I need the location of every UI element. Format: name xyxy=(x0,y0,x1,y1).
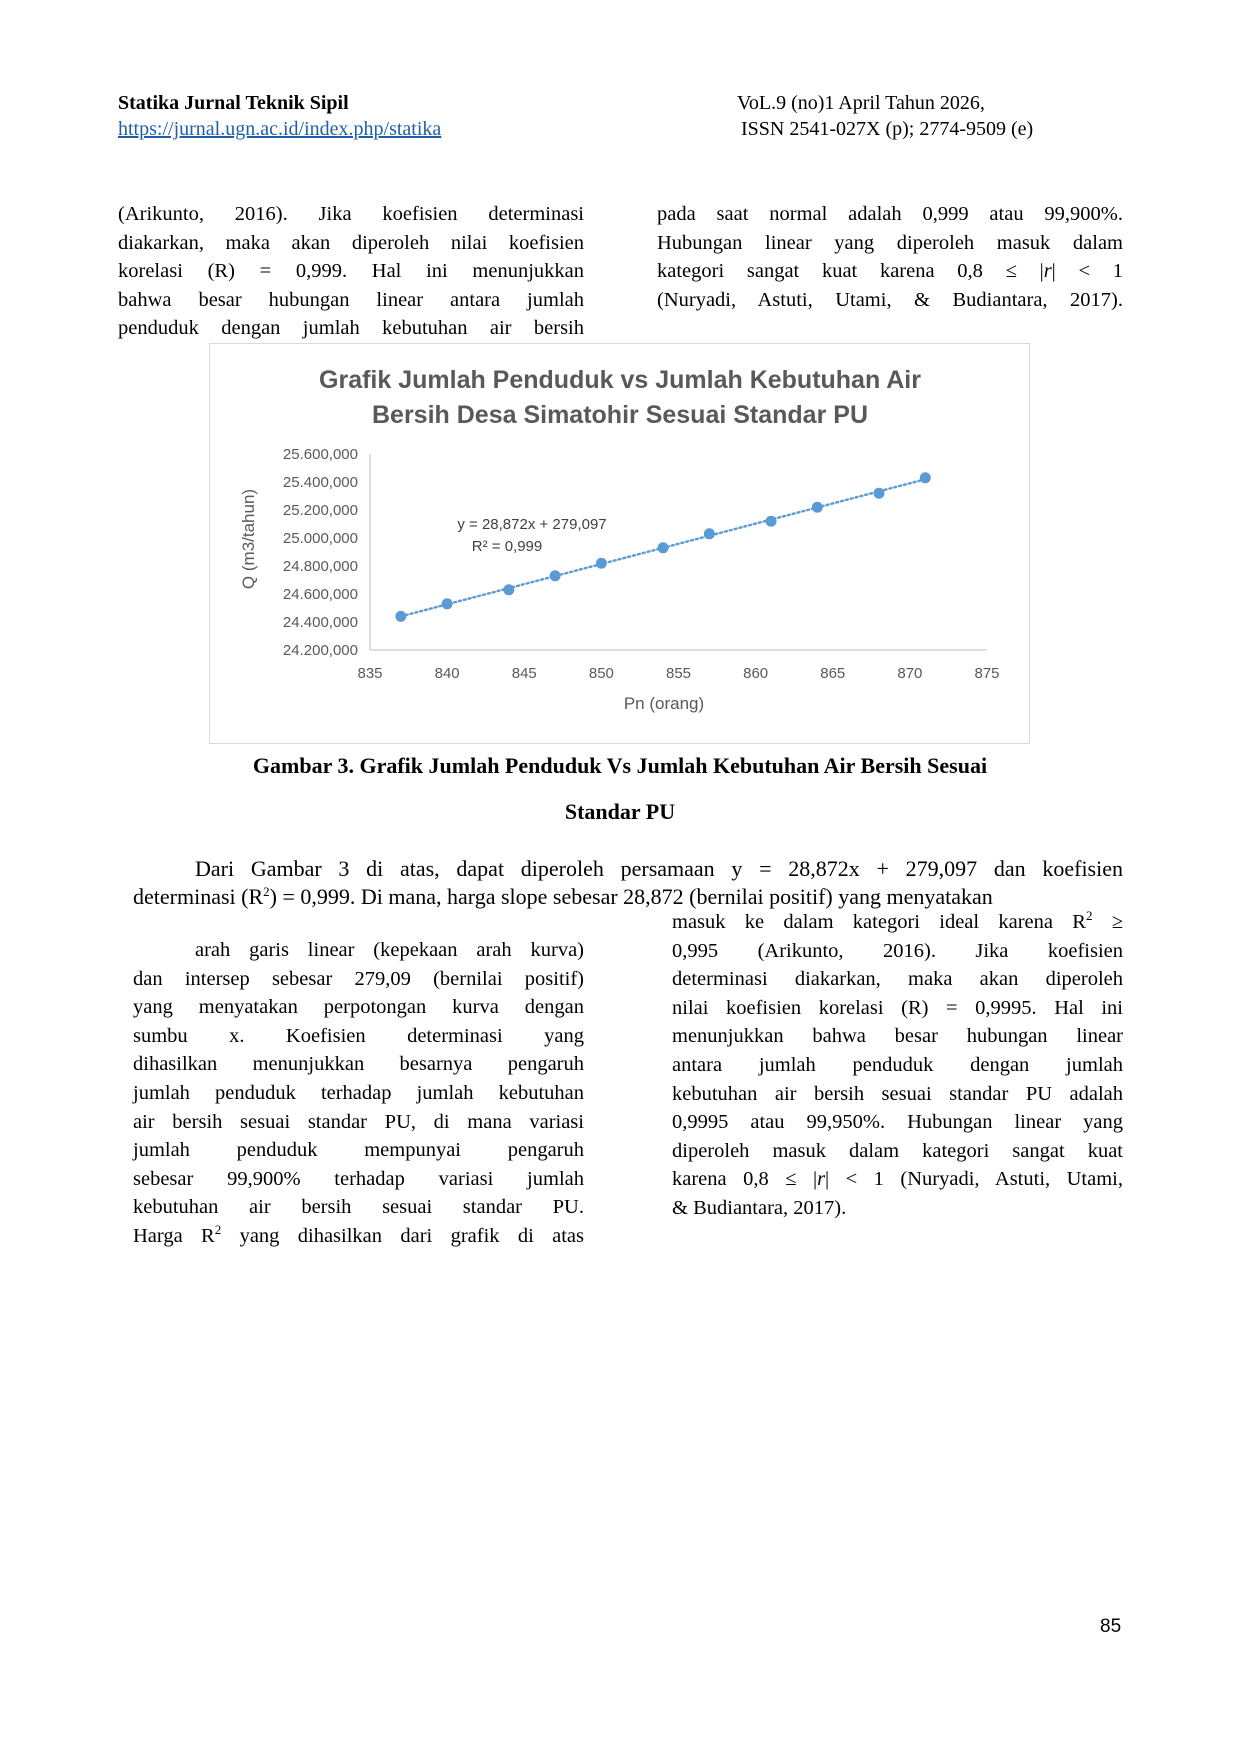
text-line: Harga R2 yang dihasilkan dari grafik di … xyxy=(133,1222,584,1251)
figure-caption-line-1: Gambar 3. Grafik Jumlah Penduduk Vs Juml… xyxy=(0,753,1240,779)
text-line: antara jumlah penduduk dengan jumlah xyxy=(672,1051,1123,1080)
y-tick-label: 25.400,000 xyxy=(283,474,358,491)
text-line: sumbu x. Koefisien determinasi yang xyxy=(133,1022,584,1051)
data-point xyxy=(658,542,669,553)
data-point xyxy=(766,516,777,527)
y-tick-labels: 24.200,000 24.400,000 24.600,000 24.800,000… xyxy=(283,446,358,659)
text-segment: kategori sangat kuat karena 0,8 ≤ | xyxy=(657,260,1044,282)
body-line-1: Dari Gambar 3 di atas, dapat diperoleh p… xyxy=(195,854,1123,884)
data-point xyxy=(874,488,885,499)
figure-caption-line-2: Standar PU xyxy=(0,799,1240,825)
text-line: korelasi (R) = 0,999. Hal ini menunjukka… xyxy=(118,257,584,286)
chart-title-line-2: Bersih Desa Simatohir Sesuai Standar PU xyxy=(372,401,868,429)
r-squared-label: R² = 0,999 xyxy=(472,538,542,555)
text-segment: karena 0,8 ≤ | xyxy=(672,1168,817,1190)
x-tick-label: 855 xyxy=(666,665,691,682)
text-line: karena 0,8 ≤ |r| < 1 (Nuryadi, Astuti, U… xyxy=(672,1165,1123,1194)
x-tick-label: 865 xyxy=(820,665,845,682)
text-line: 0,9995 atau 99,950%. Hubungan linear yan… xyxy=(672,1108,1123,1137)
page-number: 85 xyxy=(1100,1616,1121,1638)
text-line: kebutuhan air bersih sesuai standar PU. xyxy=(133,1193,584,1222)
text-line: determinasi diakarkan, maka akan diperol… xyxy=(672,965,1123,994)
data-point xyxy=(395,611,406,622)
text-segment: determinasi (R xyxy=(133,884,263,909)
trendline-equation: y = 28,872x + 279,097 xyxy=(457,516,606,533)
x-tick-label: 850 xyxy=(589,665,614,682)
chart-container: Grafik Jumlah Penduduk vs Jumlah Kebutuh… xyxy=(209,343,1030,744)
top-right-column: pada saat normal adalah 0,999 atau 99,90… xyxy=(657,200,1123,314)
text-line: diakarkan, maka akan diperoleh nilai koe… xyxy=(118,229,584,258)
x-axis-label: Pn (orang) xyxy=(624,694,704,713)
y-axis-label: Q (m3/tahun) xyxy=(239,489,258,589)
x-tick-label: 875 xyxy=(974,665,999,682)
data-point xyxy=(596,558,607,569)
x-tick-label: 845 xyxy=(512,665,537,682)
text-line: nilai koefisien korelasi (R) = 0,9995. H… xyxy=(672,994,1123,1023)
text-line: air bersih sesuai standar PU, di mana va… xyxy=(133,1108,584,1137)
y-tick-label: 25.000,000 xyxy=(283,530,358,547)
text-line: dan intersep sebesar 279,09 (bernilai po… xyxy=(133,965,584,994)
text-segment: | < 1 xyxy=(1052,260,1123,282)
lower-left-column: arah garis linear (kepekaan arah kurva) … xyxy=(133,936,584,1251)
text-line: menunjukkan bahwa besar hubungan linear xyxy=(672,1022,1123,1051)
text-line: diperoleh masuk dalam kategori sangat ku… xyxy=(672,1137,1123,1166)
x-tick-label: 835 xyxy=(357,665,382,682)
text-line: bahwa besar hubungan linear antara jumla… xyxy=(118,286,584,315)
text-line: & Budiantara, 2017). xyxy=(672,1194,1123,1223)
text-line: pada saat normal adalah 0,999 atau 99,90… xyxy=(657,200,1123,229)
text-segment: ≥ xyxy=(1092,911,1123,933)
volume-info: VoL.9 (no)1 April Tahun 2026, xyxy=(737,90,985,116)
chart-title-line-1: Grafik Jumlah Penduduk vs Jumlah Kebutuh… xyxy=(319,366,921,394)
x-tick-label: 860 xyxy=(743,665,768,682)
text-segment: masuk ke dalam kategori ideal karena R xyxy=(672,911,1086,933)
journal-url-link[interactable]: https://jurnal.ugn.ac.id/index.php/stati… xyxy=(118,116,441,142)
text-line: (Nuryadi, Astuti, Utami, & Budiantara, 2… xyxy=(657,286,1123,315)
text-line: jumlah penduduk terhadap jumlah kebutuha… xyxy=(133,1079,584,1108)
text-line: arah garis linear (kepekaan arah kurva) xyxy=(133,936,584,965)
y-tick-label: 24.200,000 xyxy=(283,642,358,659)
text-line: (Arikunto, 2016). Jika koefisien determi… xyxy=(118,200,584,229)
x-tick-labels: 835 840 845 850 855 860 865 870 875 xyxy=(357,665,999,682)
data-point xyxy=(704,528,715,539)
text-segment: Harga R xyxy=(133,1225,215,1247)
journal-name: Statika Jurnal Teknik Sipil xyxy=(118,90,349,116)
text-line: kategori sangat kuat karena 0,8 ≤ |r| < … xyxy=(657,257,1123,286)
y-tick-label: 25.200,000 xyxy=(283,502,358,519)
text-line: 0,995 (Arikunto, 2016). Jika koefisien xyxy=(672,937,1123,966)
y-tick-label: 25.600,000 xyxy=(283,446,358,463)
data-point xyxy=(442,598,453,609)
data-point xyxy=(812,502,823,513)
y-tick-label: 24.600,000 xyxy=(283,586,358,603)
text-line: dihasilkan menunjukkan besarnya pengaruh xyxy=(133,1050,584,1079)
data-point xyxy=(550,570,561,581)
data-point xyxy=(503,584,514,595)
top-left-column: (Arikunto, 2016). Jika koefisien determi… xyxy=(118,200,584,343)
text-line: yang menyatakan perpotongan kurva dengan xyxy=(133,993,584,1022)
text-line: penduduk dengan jumlah kebutuhan air ber… xyxy=(118,314,584,343)
math-r: r xyxy=(817,1168,825,1190)
text-segment: ) = 0,999. Di mana, harga slope sebesar … xyxy=(270,884,993,909)
data-point xyxy=(920,472,931,483)
issn-info: ISSN 2541-027X (p); 2774-9509 (e) xyxy=(741,116,1033,142)
y-tick-label: 24.400,000 xyxy=(283,614,358,631)
text-segment: | < 1 (Nuryadi, Astuti, Utami, xyxy=(825,1168,1123,1190)
text-line: kebutuhan air bersih sesuai standar PU a… xyxy=(672,1080,1123,1109)
math-r: r xyxy=(1044,260,1052,282)
text-line: sebesar 99,900% terhadap variasi jumlah xyxy=(133,1165,584,1194)
text-line: masuk ke dalam kategori ideal karena R2 … xyxy=(672,908,1123,937)
text-line: jumlah penduduk mempunyai pengaruh xyxy=(133,1136,584,1165)
y-tick-label: 24.800,000 xyxy=(283,558,358,575)
text-segment: yang dihasilkan dari grafik di atas xyxy=(221,1225,584,1247)
chart-axes xyxy=(370,454,987,650)
x-tick-label: 840 xyxy=(435,665,460,682)
x-tick-label: 870 xyxy=(897,665,922,682)
text-line: Hubungan linear yang diperoleh masuk dal… xyxy=(657,229,1123,258)
lower-right-column: masuk ke dalam kategori ideal karena R2 … xyxy=(672,908,1123,1223)
scatter-chart: Grafik Jumlah Penduduk vs Jumlah Kebutuh… xyxy=(210,344,1029,743)
